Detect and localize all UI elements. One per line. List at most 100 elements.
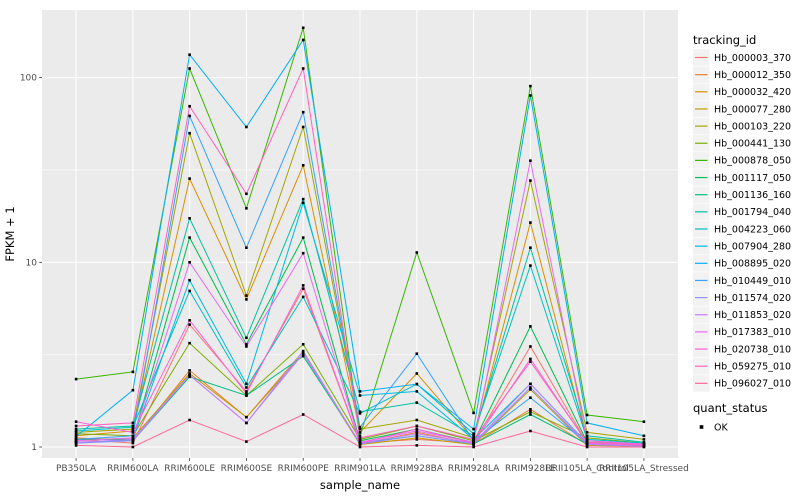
data-point bbox=[529, 360, 532, 363]
data-point bbox=[472, 427, 475, 431]
data-point bbox=[188, 67, 191, 70]
legend-title-tracking: tracking_id bbox=[693, 33, 756, 47]
data-point bbox=[245, 336, 248, 340]
data-point bbox=[358, 390, 362, 393]
legend-item-label: Hb_004223_060 bbox=[714, 224, 791, 235]
data-point bbox=[415, 427, 419, 431]
data-point bbox=[358, 439, 362, 443]
x-tick-label: RRIM928BA bbox=[391, 464, 444, 474]
data-point bbox=[301, 343, 305, 346]
data-point bbox=[585, 421, 589, 425]
data-point bbox=[415, 432, 419, 435]
data-point bbox=[529, 345, 532, 348]
data-point bbox=[188, 278, 191, 282]
legend-item-label: Hb_007904_280 bbox=[714, 241, 791, 252]
legend-item-label: Hb_011853_020 bbox=[714, 310, 791, 321]
data-point bbox=[642, 420, 646, 423]
data-point bbox=[188, 236, 191, 239]
x-tick-label: RRIM600LA bbox=[107, 464, 159, 474]
data-point bbox=[529, 413, 532, 416]
data-point bbox=[585, 436, 589, 440]
data-point bbox=[301, 236, 305, 239]
legend-item-label: Hb_000012_350 bbox=[714, 70, 791, 81]
data-point bbox=[131, 431, 135, 434]
data-point bbox=[131, 429, 135, 433]
legend-item-label: Hb_000003_370 bbox=[714, 53, 791, 64]
data-point bbox=[472, 432, 475, 435]
data-point bbox=[301, 284, 305, 287]
data-point bbox=[529, 179, 532, 182]
data-point bbox=[188, 418, 191, 422]
data-point bbox=[74, 435, 78, 438]
data-point bbox=[74, 439, 78, 443]
data-point bbox=[415, 438, 419, 441]
data-point bbox=[585, 439, 589, 443]
data-point bbox=[74, 438, 78, 441]
data-point bbox=[188, 375, 191, 379]
data-point bbox=[585, 438, 589, 441]
data-point bbox=[188, 217, 191, 220]
data-point bbox=[472, 436, 475, 440]
legend-item-label: Hb_001136_160 bbox=[714, 190, 791, 201]
data-point bbox=[358, 434, 362, 438]
data-point bbox=[301, 413, 305, 416]
data-point bbox=[245, 421, 248, 425]
data-point bbox=[74, 424, 78, 428]
legend-item-label: Hb_011574_020 bbox=[714, 293, 791, 304]
data-point bbox=[472, 411, 475, 415]
data-point bbox=[245, 390, 248, 393]
data-point bbox=[131, 370, 135, 374]
data-point bbox=[188, 114, 191, 118]
data-point bbox=[188, 289, 191, 293]
data-point bbox=[472, 441, 475, 445]
data-point bbox=[358, 436, 362, 440]
data-point bbox=[301, 110, 305, 114]
data-point bbox=[642, 434, 646, 438]
data-point bbox=[188, 341, 191, 345]
data-point bbox=[74, 420, 78, 423]
legend-item-label: Hb_010449_010 bbox=[714, 276, 791, 287]
data-point bbox=[415, 429, 419, 433]
data-point bbox=[585, 434, 589, 438]
data-point bbox=[529, 382, 532, 386]
data-point bbox=[188, 177, 191, 180]
data-point bbox=[529, 264, 532, 267]
data-point bbox=[301, 38, 305, 42]
data-point bbox=[358, 410, 362, 414]
x-tick-label: RRIM600LE bbox=[164, 464, 215, 474]
x-tick-label: RRIM928LA bbox=[448, 464, 500, 474]
data-point bbox=[245, 345, 248, 348]
data-point bbox=[245, 246, 248, 249]
data-point bbox=[245, 415, 248, 419]
data-point bbox=[301, 125, 305, 129]
data-point bbox=[245, 192, 248, 196]
data-point bbox=[131, 388, 135, 392]
data-point bbox=[301, 197, 305, 201]
data-point bbox=[415, 372, 419, 375]
data-point bbox=[131, 439, 135, 443]
legend-item-label: Hb_059275_010 bbox=[714, 362, 791, 373]
data-point bbox=[529, 429, 532, 433]
legend-item-label: Hb_000441_130 bbox=[714, 139, 791, 150]
legend-title-quant: quant_status bbox=[693, 401, 768, 415]
data-point bbox=[131, 438, 135, 441]
legend-item-label: Hb_020738_010 bbox=[714, 344, 791, 355]
x-tick-label: RRII105LA_Control bbox=[545, 464, 628, 474]
x-axis-title: sample_name bbox=[320, 478, 400, 492]
data-point bbox=[188, 261, 191, 264]
x-tick-label: RRII105LA_Stressed bbox=[599, 464, 689, 474]
data-point bbox=[188, 104, 191, 108]
data-point bbox=[74, 427, 78, 431]
data-point bbox=[74, 444, 78, 447]
data-point bbox=[472, 438, 475, 441]
legend-item-label: Hb_000077_280 bbox=[714, 104, 791, 115]
data-point bbox=[245, 125, 248, 129]
data-point bbox=[415, 352, 419, 355]
legend-item-label: Hb_000878_050 bbox=[714, 156, 791, 167]
data-point bbox=[301, 26, 305, 30]
data-point bbox=[74, 429, 78, 433]
data-point bbox=[188, 323, 191, 326]
x-tick-label: PB350LA bbox=[56, 464, 97, 474]
data-point bbox=[642, 443, 646, 446]
data-point bbox=[188, 373, 191, 377]
